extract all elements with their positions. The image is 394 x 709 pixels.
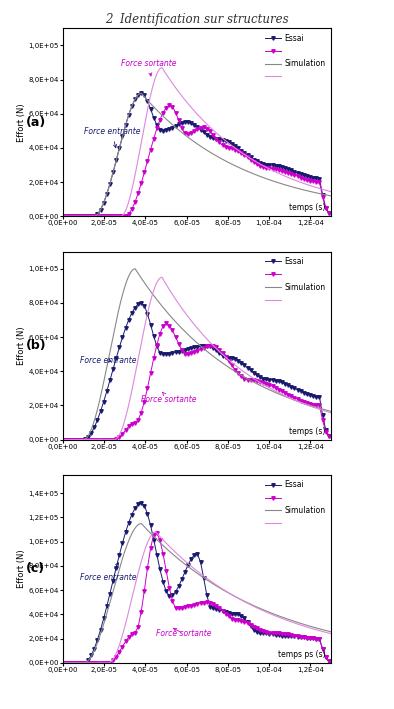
Legend: Essai, , Simulation, : Essai, , Simulation, <box>264 255 327 306</box>
Text: (c): (c) <box>26 562 45 576</box>
Text: (b): (b) <box>26 339 46 352</box>
Text: Force sortante: Force sortante <box>141 392 197 404</box>
Text: Force entrante: Force entrante <box>80 563 136 583</box>
Legend: Essai, , Simulation, : Essai, , Simulation, <box>264 32 327 83</box>
Text: temps (s): temps (s) <box>289 203 325 213</box>
Text: Force entrante: Force entrante <box>84 127 140 147</box>
Text: Force sortante: Force sortante <box>121 59 176 76</box>
Y-axis label: Effort (N): Effort (N) <box>17 326 26 365</box>
Text: Force entrante: Force entrante <box>80 356 136 364</box>
Text: (a): (a) <box>26 116 46 129</box>
Text: Force sortante: Force sortante <box>156 628 211 638</box>
Text: temps ps (s): temps ps (s) <box>278 650 325 659</box>
Text: 2  Identification sur structures: 2 Identification sur structures <box>105 13 289 26</box>
Legend: Essai, , Simulation, : Essai, , Simulation, <box>264 479 327 530</box>
Y-axis label: Effort (N): Effort (N) <box>17 549 26 588</box>
Text: temps (s): temps (s) <box>289 427 325 436</box>
Y-axis label: Effort (N): Effort (N) <box>17 103 26 142</box>
